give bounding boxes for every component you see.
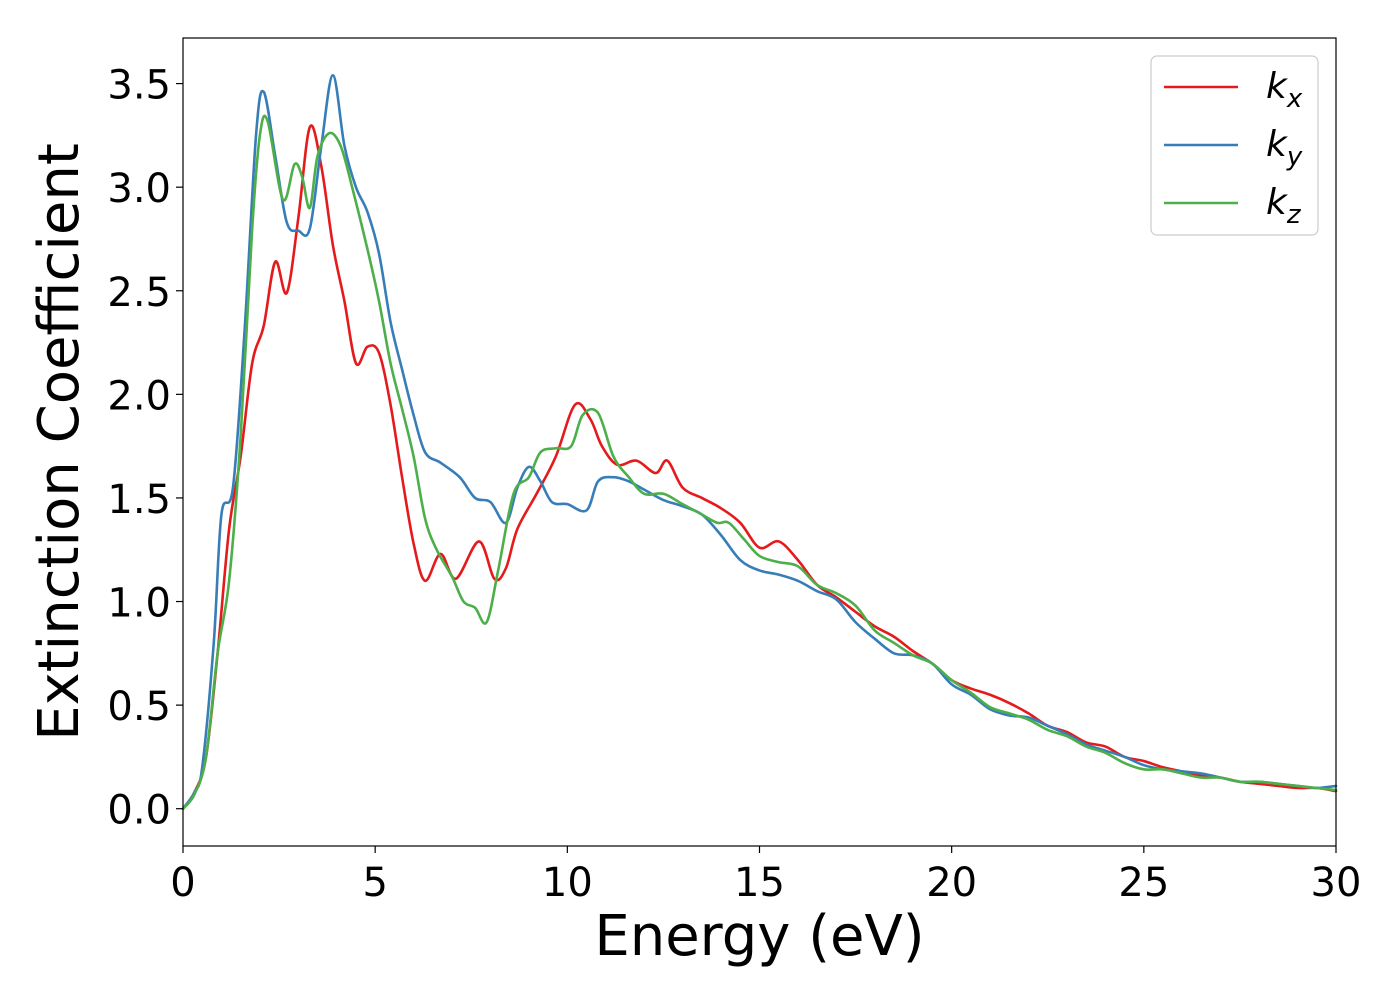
x-tick-label: 25 [1118,860,1169,906]
y-tick-label: 0.0 [107,788,171,834]
legend-label-main: k [1266,182,1289,223]
x-axis-ticks: 0 5 10 15 20 25 30 [170,846,1361,906]
x-tick-label: 0 [170,860,195,906]
y-tick-label: 3.5 [107,63,171,109]
legend-label-main: k [1266,66,1289,107]
y-tick-label: 0.5 [107,684,171,730]
y-axis-title: Extinction Coefficient [27,143,92,741]
y-tick-label: 1.5 [107,477,171,523]
legend-label-subscript: y [1286,142,1303,172]
series-layer [181,73,1338,811]
x-axis-title: Energy (eV) [594,904,924,969]
legend-label-z: kz [1266,182,1302,230]
x-tick-label: 5 [362,860,387,906]
legend-label-y: ky [1266,124,1303,172]
y-tick-label: 2.0 [107,373,171,419]
y-tick-label: 2.5 [107,270,171,316]
series-line-z [181,114,1338,811]
y-tick-label: 3.0 [107,166,171,212]
y-tick-label: 1.0 [107,581,171,627]
x-tick-label: 30 [1311,860,1362,906]
x-tick-label: 20 [926,860,977,906]
series-line-x [181,124,1338,811]
series-line-y [181,73,1338,811]
legend-label-x: kx [1266,66,1303,114]
legend-label-main: k [1266,124,1289,165]
y-axis-ticks: 0.0 0.5 1.0 1.5 2.0 2.5 3.0 3.5 [107,63,183,834]
x-tick-label: 15 [734,860,785,906]
x-tick-label: 10 [542,860,593,906]
legend-label-subscript: z [1286,200,1302,230]
legend-label-subscript: x [1286,84,1303,114]
